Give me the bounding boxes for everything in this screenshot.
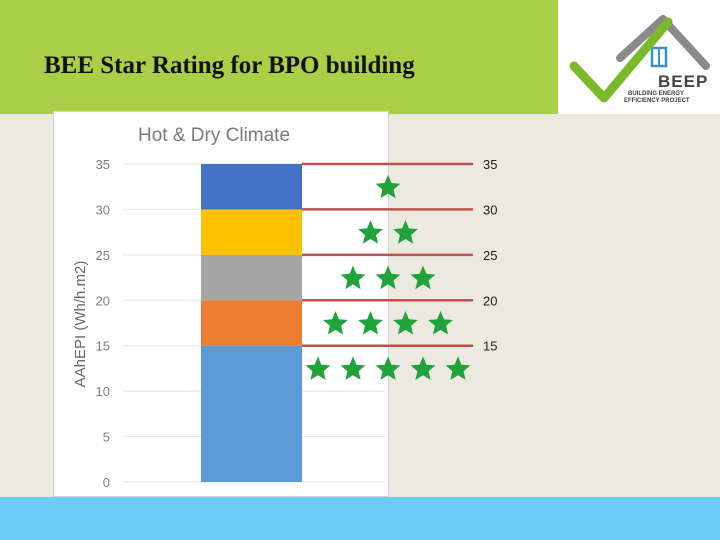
star-icon bbox=[375, 174, 401, 199]
star-icon bbox=[305, 356, 331, 380]
chart-title: Hot & Dry Climate bbox=[138, 125, 290, 146]
footer-band bbox=[0, 497, 720, 540]
threshold-label: 30 bbox=[483, 202, 497, 217]
checkmark-house-icon: BEEP BUILDING ENERGY EFFICIENCY PROJECT bbox=[569, 15, 710, 104]
logo-line1: BUILDING ENERGY bbox=[628, 91, 684, 97]
logo-check bbox=[569, 17, 673, 103]
logo-brand: BEEP bbox=[658, 72, 708, 91]
bar-segment bbox=[201, 164, 302, 210]
star-icon bbox=[340, 265, 366, 290]
star-icon bbox=[410, 356, 436, 380]
page-title: BEE Star Rating for BPO building bbox=[44, 52, 415, 79]
logo-roof bbox=[616, 15, 710, 70]
y-tick-label: 35 bbox=[96, 157, 110, 172]
header-band bbox=[0, 0, 558, 114]
star-icon bbox=[393, 220, 418, 244]
beep-logo: BEEP BUILDING ENERGY EFFICIENCY PROJECT bbox=[558, 0, 720, 114]
star-icon bbox=[393, 311, 418, 335]
star-icon bbox=[340, 356, 366, 380]
y-tick-label: 15 bbox=[96, 339, 110, 354]
star-icon bbox=[445, 356, 471, 380]
bar-segment bbox=[201, 254, 302, 301]
threshold-label: 15 bbox=[483, 339, 497, 354]
threshold-label: 20 bbox=[483, 293, 497, 308]
star-icon bbox=[428, 311, 453, 335]
bar-segment bbox=[201, 300, 302, 346]
star-icon bbox=[375, 265, 401, 290]
star-icon bbox=[358, 311, 383, 335]
y-tick-label: 10 bbox=[96, 384, 110, 399]
star-icon bbox=[323, 311, 348, 335]
y-tick-label: 25 bbox=[96, 248, 110, 263]
star-icon bbox=[375, 356, 401, 380]
y-tick-label: 0 bbox=[103, 475, 110, 490]
star-icon bbox=[358, 220, 383, 244]
bar-segment bbox=[201, 209, 302, 255]
star-icon bbox=[410, 265, 436, 290]
threshold-label: 35 bbox=[483, 157, 497, 172]
y-tick-label: 30 bbox=[96, 202, 110, 217]
threshold-label: 25 bbox=[483, 248, 497, 263]
y-tick-label: 20 bbox=[96, 293, 110, 308]
y-tick-label: 5 bbox=[103, 430, 110, 445]
logo-line2: EFFICIENCY PROJECT bbox=[624, 98, 690, 104]
bar-segment bbox=[201, 345, 302, 482]
y-axis-label: AAhEPI (Wh/h.m2) bbox=[72, 261, 89, 388]
